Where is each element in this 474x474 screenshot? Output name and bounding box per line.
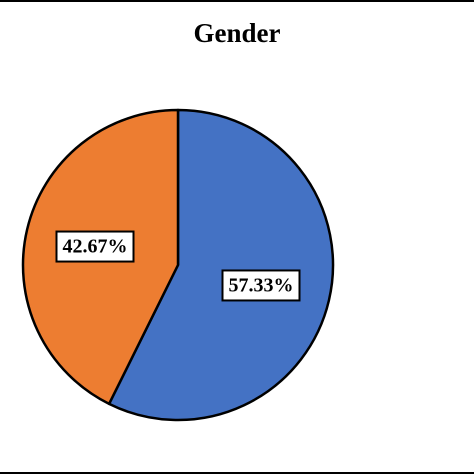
pie-slice-0	[107, 108, 335, 422]
slice-label-box	[55, 230, 135, 263]
slice-label-text: 57.33%	[228, 274, 293, 296]
slice-label-text: 42.67%	[63, 236, 128, 258]
chart-title: Gender	[193, 18, 281, 48]
slice-label-box	[221, 269, 301, 302]
slice-label-1: 42.67%	[55, 230, 135, 263]
slice-label-0: 57.33%	[221, 269, 301, 302]
